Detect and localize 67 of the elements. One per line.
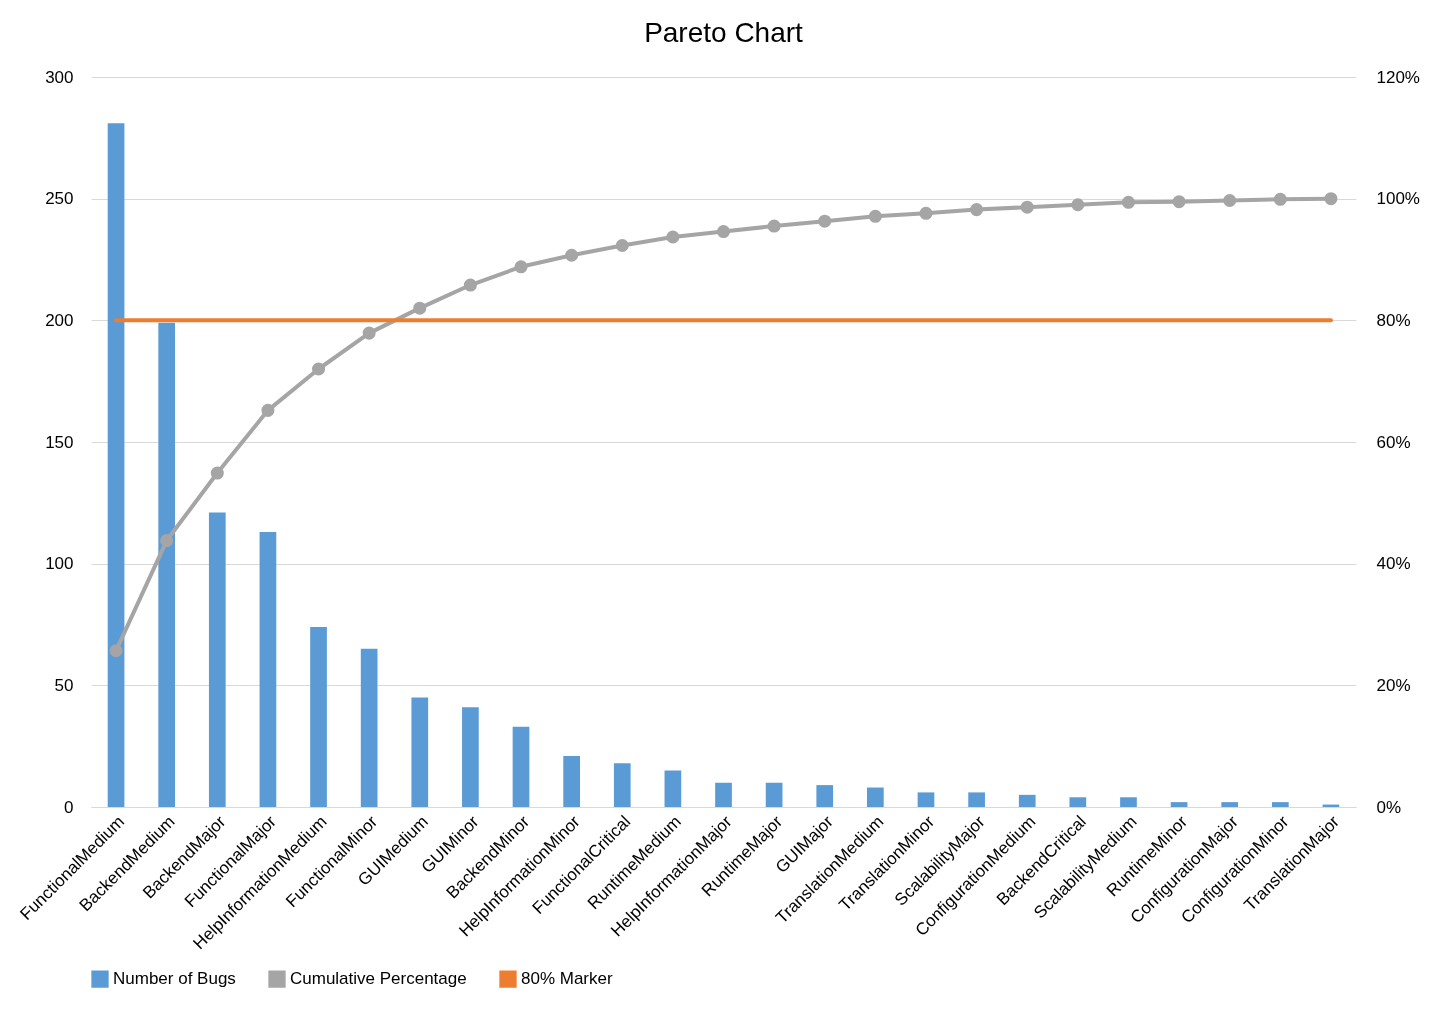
legend-label: 80% Marker: [521, 969, 613, 989]
y-tick-label: 0: [64, 797, 74, 817]
point: [565, 248, 579, 262]
bar: [765, 782, 783, 807]
point: [666, 230, 680, 244]
point: [362, 326, 376, 340]
chart-title: Pareto Chart: [644, 17, 804, 48]
legend-label: Cumulative Percentage: [290, 969, 467, 989]
point: [1172, 195, 1186, 209]
bar: [208, 512, 226, 807]
bar: [1170, 802, 1188, 807]
point: [463, 278, 477, 292]
legend-label: Number of Bugs: [113, 969, 236, 989]
bar: [563, 755, 580, 807]
bar: [360, 648, 378, 807]
y2-tick-label: 20%: [1376, 675, 1411, 695]
point: [868, 209, 882, 223]
bar: [107, 123, 125, 807]
bar: [917, 792, 935, 807]
point: [1273, 192, 1287, 206]
bar: [259, 532, 277, 807]
bar: [1069, 797, 1087, 807]
bar: [512, 726, 530, 807]
point: [615, 239, 629, 253]
point: [109, 644, 123, 658]
bar: [816, 785, 834, 807]
point: [818, 214, 832, 228]
point: [1121, 195, 1135, 209]
bar: [1120, 797, 1137, 807]
point: [1071, 198, 1085, 212]
point: [970, 203, 984, 217]
y2-tick-label: 100%: [1376, 189, 1420, 209]
bar: [664, 770, 682, 807]
point: [1324, 192, 1338, 206]
y-tick-label: 150: [45, 432, 74, 452]
bar: [1018, 794, 1036, 807]
bar: [867, 787, 884, 807]
y-tick-label: 100: [45, 554, 74, 574]
bar: [968, 792, 985, 807]
point: [312, 362, 326, 376]
point: [210, 466, 224, 480]
point: [413, 301, 427, 315]
bar: [310, 626, 327, 807]
y2-tick-label: 120%: [1376, 67, 1420, 87]
point: [160, 534, 174, 548]
y-tick-label: 300: [45, 67, 74, 87]
point: [261, 403, 275, 417]
bar: [158, 322, 176, 807]
point: [514, 260, 528, 274]
point: [1020, 200, 1034, 214]
bar: [411, 697, 429, 807]
bar: [613, 763, 631, 807]
point: [1223, 193, 1237, 207]
y-tick-label: 50: [54, 675, 74, 695]
y-tick-label: 250: [45, 189, 74, 209]
y2-tick-label: 60%: [1376, 432, 1411, 452]
bar: [1221, 802, 1239, 807]
bar: [715, 782, 732, 807]
y2-tick-label: 80%: [1376, 310, 1411, 330]
bar: [462, 707, 479, 807]
y2-tick-label: 40%: [1376, 554, 1411, 574]
point: [767, 219, 781, 233]
point: [919, 206, 933, 220]
y2-tick-label: 0%: [1376, 797, 1402, 817]
y-tick-label: 200: [45, 310, 74, 330]
bar: [1271, 802, 1289, 807]
point: [716, 225, 731, 239]
